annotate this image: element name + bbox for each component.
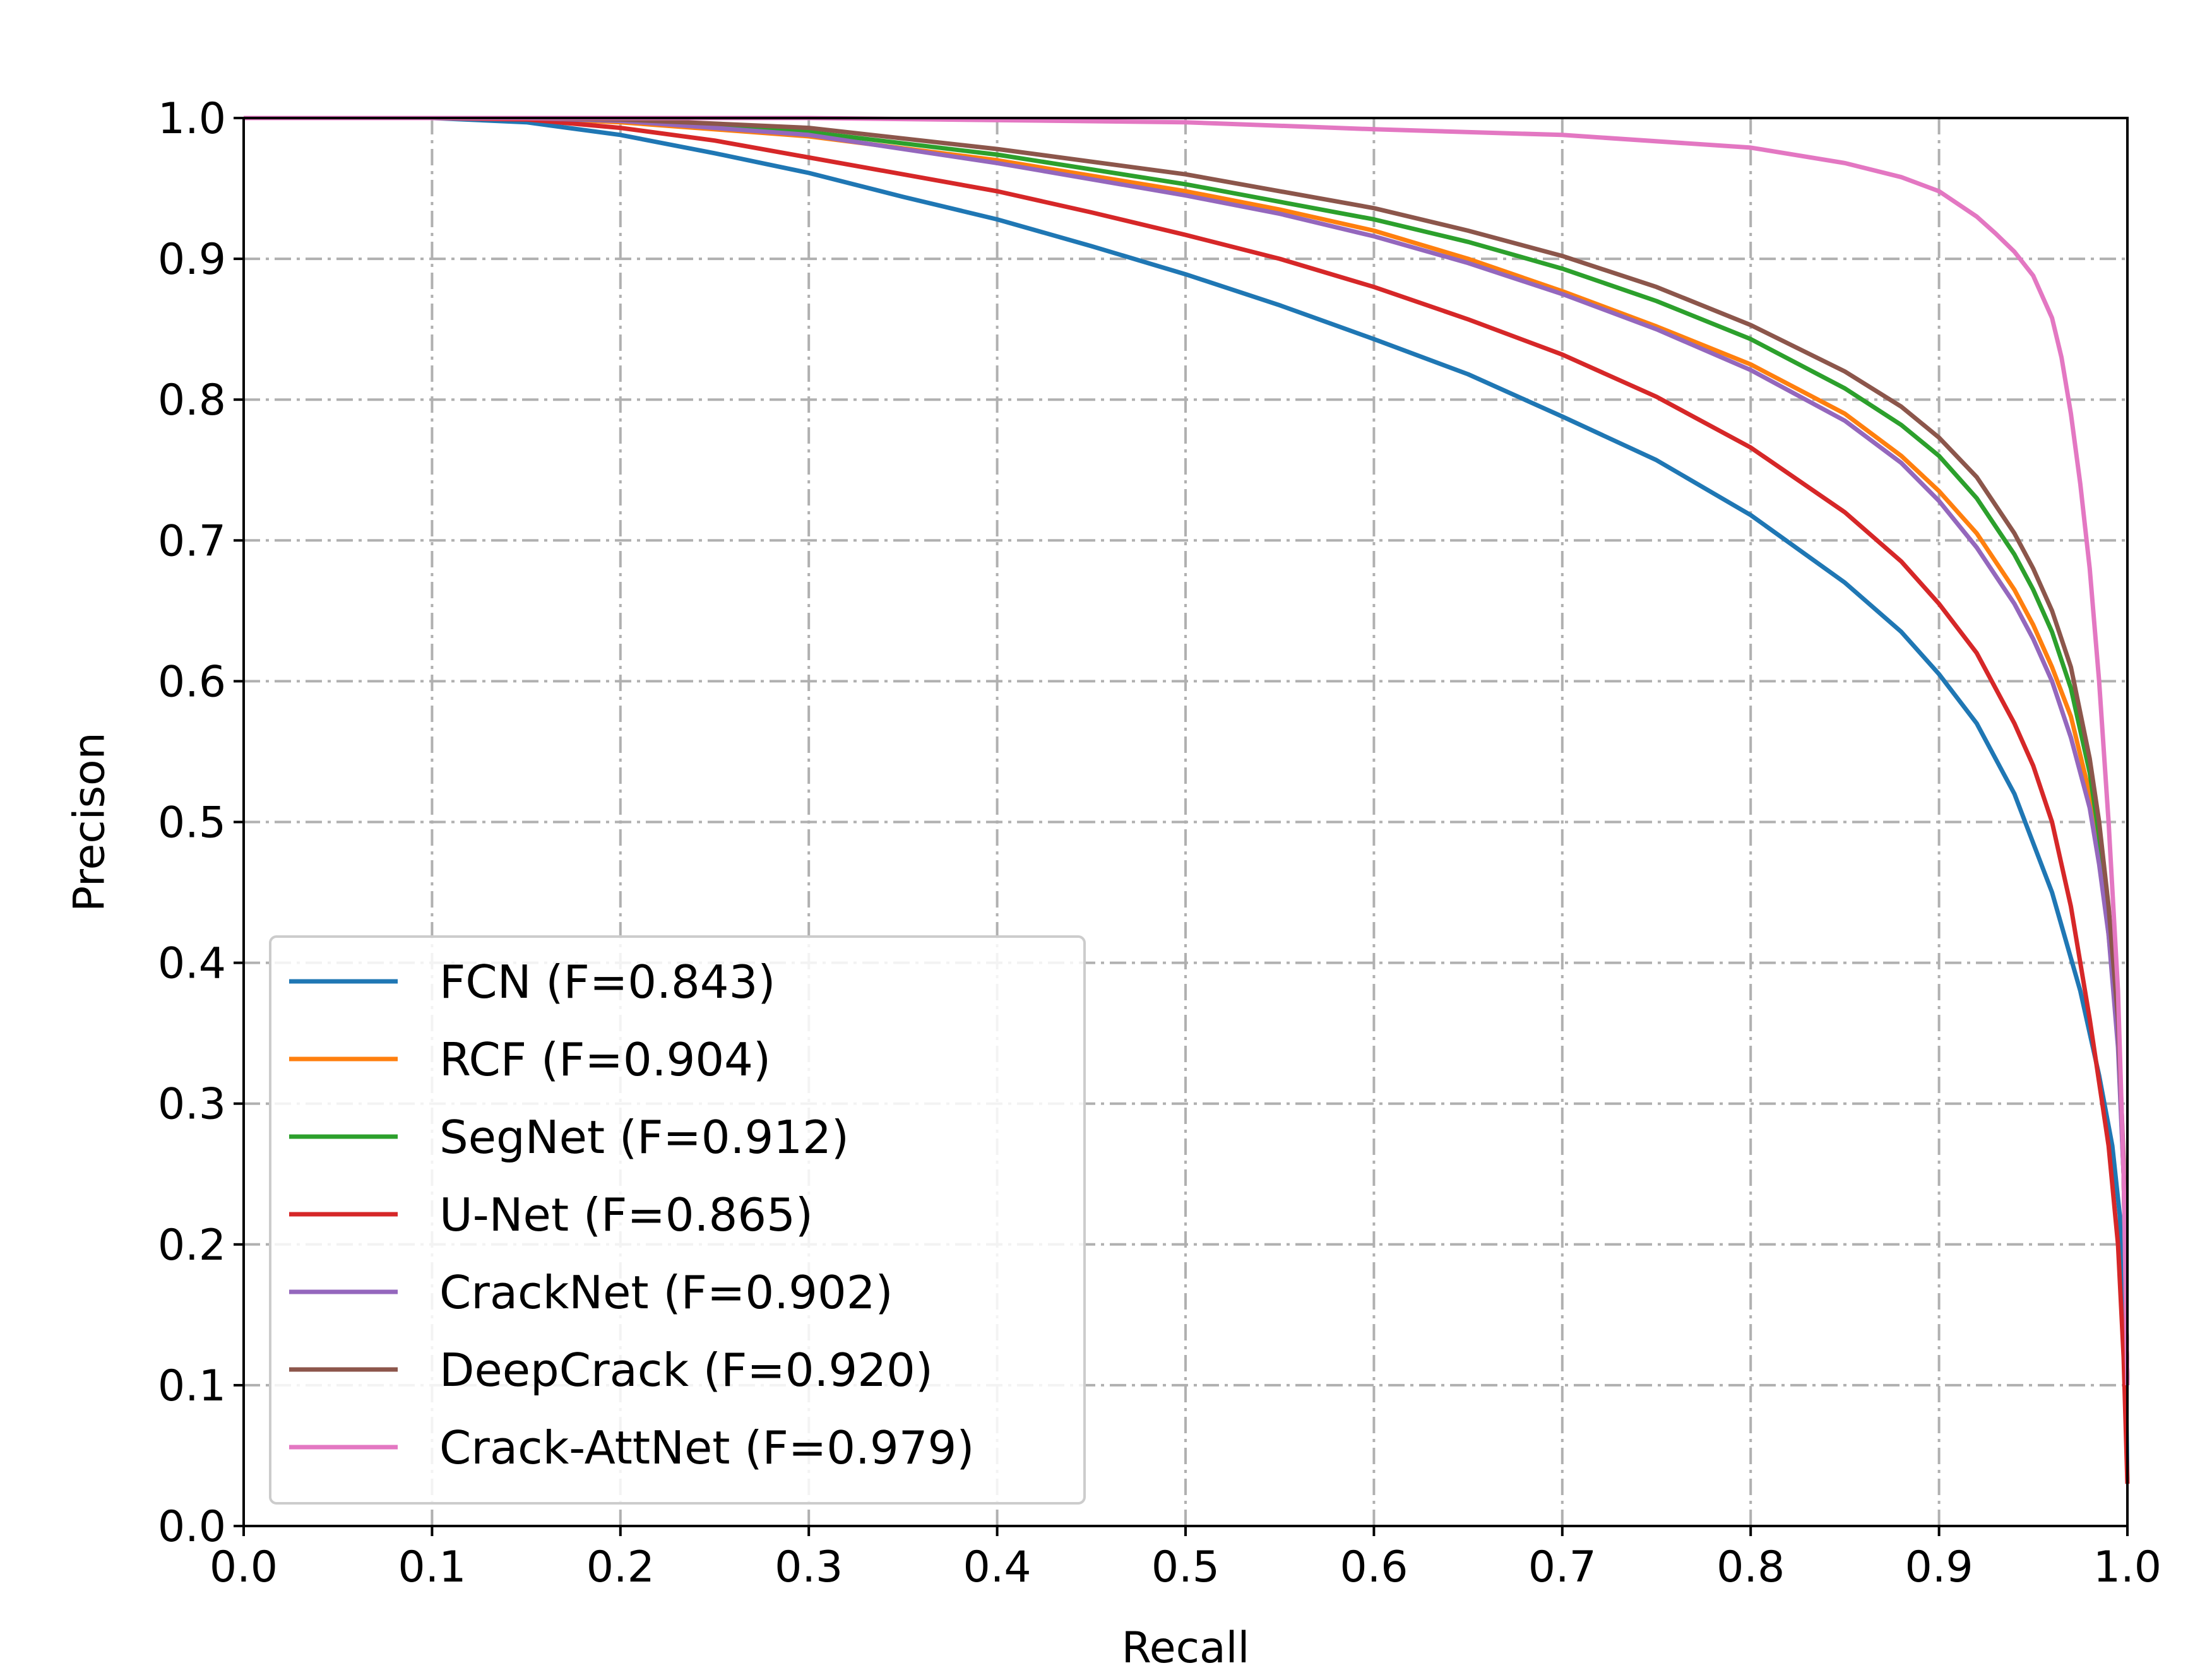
legend-label-2: SegNet (F=0.912) (439, 1111, 849, 1164)
x-axis-ticks: 0.0 0.1 0.2 0.3 0.4 0.5 0.6 0.7 0.8 0.9 1.0 (210, 1526, 2161, 1592)
legend-label-1: RCF (F=0.904) (439, 1033, 771, 1086)
legend-label-0: FCN (F=0.843) (439, 955, 775, 1009)
y-tick-label: 0.4 (158, 939, 226, 989)
series-line-3 (244, 115, 2130, 1484)
series-line-5 (244, 115, 2130, 1385)
x-tick-label: 0.6 (1340, 1542, 1408, 1592)
legend-label-5: DeepCrack (F=0.920) (439, 1344, 933, 1397)
legend: FCN (F=0.843) RCF (F=0.904) SegNet (F=0.91… (269, 935, 1086, 1505)
y-tick-label: 0.7 (158, 516, 226, 566)
legend-box (269, 935, 1086, 1505)
x-axis-label: Recall (1122, 1623, 1250, 1673)
y-tick-label: 0.2 (158, 1221, 226, 1270)
x-tick-label: 0.3 (775, 1542, 843, 1592)
y-tick-label: 0.9 (158, 235, 226, 285)
series-line-4 (244, 115, 2130, 1385)
y-tick-label: 0.6 (158, 657, 226, 707)
x-tick-label: 0.2 (586, 1542, 655, 1592)
x-tick-label: 0.0 (210, 1542, 278, 1592)
x-tick-label: 0.7 (1528, 1542, 1597, 1592)
x-tick-label: 1.0 (2093, 1542, 2161, 1592)
x-tick-label: 0.5 (1151, 1542, 1220, 1592)
y-tick-label: 0.3 (158, 1080, 226, 1130)
x-tick-label: 0.9 (1905, 1542, 1973, 1592)
y-axis-label: Precison (65, 732, 115, 912)
plot-series (244, 115, 2130, 1484)
legend-label-3: U-Net (F=0.865) (439, 1188, 813, 1241)
y-tick-label: 0.0 (158, 1502, 226, 1552)
x-tick-label: 0.4 (963, 1542, 1032, 1592)
y-tick-label: 0.8 (158, 376, 226, 425)
x-tick-label: 0.1 (398, 1542, 466, 1592)
y-axis-ticks: 0.0 0.1 0.2 0.3 0.4 0.5 0.6 0.7 0.8 0.9 1.0 (158, 94, 244, 1552)
y-tick-label: 0.5 (158, 798, 226, 848)
series-line-6 (244, 115, 2130, 1385)
y-tick-label: 0.1 (158, 1361, 226, 1411)
legend-label-4: CrackNet (F=0.902) (439, 1266, 893, 1319)
legend-label-6: Crack-AttNet (F=0.979) (439, 1421, 974, 1474)
x-tick-label: 0.8 (1716, 1542, 1785, 1592)
y-tick-label: 1.0 (158, 94, 226, 144)
